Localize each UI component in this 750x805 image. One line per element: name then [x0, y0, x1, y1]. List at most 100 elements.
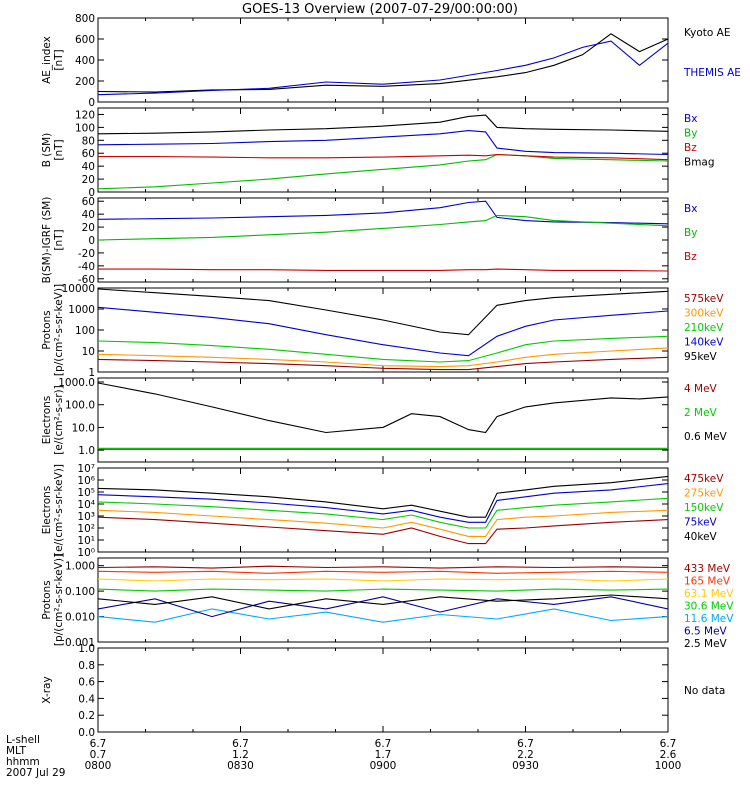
y-tick-label: 120: [75, 109, 95, 121]
legend-entry: 0.6 MeV: [684, 431, 728, 443]
series-line-0.6-mev: [98, 382, 668, 434]
y-tick-label: 40: [82, 161, 95, 173]
y-tick-label: 400: [75, 55, 95, 67]
panel-ae: 0 200 400 600 800 AE_index [nT] Kyoto AE THEMIS …: [41, 13, 741, 109]
footer-label: MLT: [6, 745, 26, 757]
legend-entry: No data: [684, 685, 725, 697]
footer-label: L-shell: [6, 734, 40, 746]
y-axis-label: Protons: [41, 310, 53, 349]
legend-entry: THEMIS AE: [683, 67, 741, 79]
y-tick-label: 10000: [62, 283, 95, 295]
y-tick-label: 100: [75, 122, 95, 134]
legend-entry: 475keV: [684, 473, 724, 485]
y-tick-label: 100.0: [65, 400, 95, 412]
series-line-30.6-mev: [98, 588, 668, 592]
footer-mlt: 1.7: [375, 749, 392, 761]
series-line-kyoto-ae: [98, 33, 668, 93]
series-line-bmag: [98, 114, 668, 135]
y-tick-label: 60: [82, 196, 95, 208]
y-tick-label: 20: [82, 222, 95, 234]
y-tick-label: 40: [82, 209, 95, 221]
y-axis-unit: [p/(cm²-s-sr-keV)]: [53, 284, 65, 376]
y-tick-label: 10⁷: [77, 463, 95, 475]
y-tick-label: 10⁴: [77, 499, 95, 511]
y-tick-label: 0: [88, 97, 95, 109]
y-tick-label: 10¹: [77, 535, 95, 547]
y-tick-label: 1.0: [78, 445, 95, 457]
y-axis-unit: [nT]: [53, 49, 65, 70]
legend-entry: 275keV: [684, 488, 724, 500]
y-tick-label: 0.0: [78, 727, 95, 739]
series-line-95kev: [98, 288, 668, 336]
series-line-bx: [98, 200, 668, 225]
y-tick-label: 0.8: [78, 660, 95, 672]
legend-entry: 95keV: [684, 351, 718, 363]
y-tick-label: 0.4: [78, 693, 95, 705]
footer-hhmm: 0830: [227, 760, 254, 772]
y-tick-label: 200: [75, 76, 95, 88]
y-axis-unit: [nT]: [53, 139, 65, 160]
legend-entry: 40keV: [684, 531, 718, 543]
y-tick-label: -60: [78, 274, 95, 286]
legend-entry: 4 MeV: [684, 383, 718, 395]
series-line-75kev: [98, 483, 668, 523]
legend-entry: 2 MeV: [684, 407, 718, 419]
y-tick-label: 600: [75, 34, 95, 46]
y-tick-label: 1.0: [78, 643, 95, 655]
y-tick-label: 0.6: [78, 677, 95, 689]
y-axis-unit: [e/(cm²-s-sr-keV)]: [53, 464, 65, 556]
legend-entry: 30.6 MeV: [684, 601, 734, 613]
series-line-210kev: [98, 335, 668, 363]
series-line-575kev: [98, 356, 668, 371]
legend-entry: 150keV: [684, 502, 724, 514]
legend-entry: 11.6 MeV: [684, 613, 734, 625]
legend-entry: Bx: [684, 113, 697, 125]
y-tick-label: 10²: [77, 523, 95, 535]
series-line-140kev: [98, 306, 668, 357]
series-line-by: [98, 153, 668, 190]
legend-entry: 75keV: [684, 517, 718, 529]
footer-label: 2007 Jul 29: [6, 767, 65, 779]
y-tick-label: 1: [88, 367, 95, 379]
legend-entry: 575keV: [684, 293, 724, 305]
footer-hhmm: 1000: [655, 760, 682, 772]
y-axis-label: B(SM)-IGRF (SM): [41, 197, 53, 284]
panel-electrons_mev: 1.0 10.0 100.0 1000.0 Electrons [e/(cm²-s-sr)…: [41, 377, 728, 463]
y-tick-label: 0: [88, 235, 95, 247]
footer-mlt: 1.2: [232, 749, 249, 761]
y-tick-label: 0.001: [65, 637, 95, 649]
y-tick-label: 0.100: [65, 586, 95, 598]
legend-entry: Bmag: [684, 157, 715, 169]
y-tick-label: -20: [78, 248, 95, 260]
legend-entry: 433 MeV: [684, 563, 731, 575]
y-tick-label: 10⁶: [77, 475, 95, 487]
footer-lshell: 6.7: [375, 738, 392, 750]
panel-frame: [97, 557, 669, 643]
series-line-bz: [98, 268, 668, 272]
panel-frame: [97, 467, 669, 553]
legend-entry: 140keV: [684, 337, 724, 349]
series-line-300kev: [98, 347, 668, 368]
panel-frame: [97, 107, 669, 193]
footer-lshell: 6.7: [517, 738, 534, 750]
y-tick-label: 10⁰: [77, 547, 95, 559]
footer-mlt: 2.6: [660, 749, 677, 761]
legend-entry: Bz: [684, 251, 697, 263]
panel-frame: [97, 647, 669, 733]
figure-title: GOES-13 Overview (2007-07-29/00:00:00): [242, 2, 518, 17]
y-tick-label: 10: [82, 346, 95, 358]
y-tick-label: 20: [82, 174, 95, 186]
y-axis-label: Protons: [41, 580, 53, 619]
legend-entry: By: [684, 227, 697, 239]
legend-entry: By: [684, 128, 697, 140]
legend-entry: Bz: [684, 142, 697, 154]
panel-xray: 0.0 0.2 0.4 0.6 0.8 1.0 X-ray No data: [41, 643, 725, 739]
footer-hhmm: 0930: [512, 760, 539, 772]
y-tick-label: 60: [82, 148, 95, 160]
series-line-40kev: [98, 475, 668, 518]
footer-lshell: 6.7: [660, 738, 677, 750]
y-axis-label: Electrons: [41, 486, 53, 535]
